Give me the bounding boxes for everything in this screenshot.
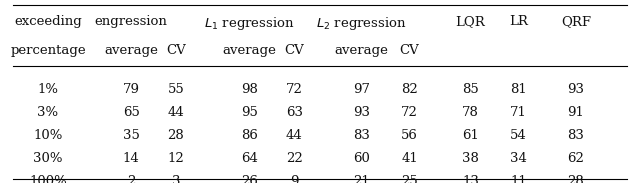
Text: 44: 44 [286,129,303,142]
Text: 72: 72 [401,106,418,119]
Text: 86: 86 [241,129,258,142]
Text: 55: 55 [168,83,184,96]
Text: 78: 78 [462,106,479,119]
Text: 3%: 3% [37,106,59,119]
Text: 25: 25 [401,175,418,183]
Text: 85: 85 [462,83,479,96]
Text: 63: 63 [286,106,303,119]
Text: 72: 72 [286,83,303,96]
Text: exceeding: exceeding [14,15,82,28]
Text: $L_1$ regression: $L_1$ regression [204,15,295,32]
Text: 98: 98 [241,83,258,96]
Text: 26: 26 [241,175,258,183]
Text: 81: 81 [510,83,527,96]
Text: percentage: percentage [10,44,86,57]
Text: 2: 2 [127,175,136,183]
Text: 12: 12 [168,152,184,165]
Text: 34: 34 [510,152,527,165]
Text: 97: 97 [353,83,370,96]
Text: 93: 93 [568,83,584,96]
Text: 22: 22 [286,152,303,165]
Text: average: average [335,44,388,57]
Text: $L_2$ regression: $L_2$ regression [316,15,407,32]
Text: 56: 56 [401,129,418,142]
Text: 61: 61 [462,129,479,142]
Text: 79: 79 [123,83,140,96]
Text: 21: 21 [353,175,370,183]
Text: 62: 62 [568,152,584,165]
Text: 64: 64 [241,152,258,165]
Text: 11: 11 [510,175,527,183]
Text: 60: 60 [353,152,370,165]
Text: 54: 54 [510,129,527,142]
Text: 9: 9 [290,175,299,183]
Text: 83: 83 [568,129,584,142]
Text: 38: 38 [462,152,479,165]
Text: 44: 44 [168,106,184,119]
Text: CV: CV [285,44,304,57]
Text: 3: 3 [172,175,180,183]
Text: 82: 82 [401,83,418,96]
Text: CV: CV [166,44,186,57]
Text: 13: 13 [462,175,479,183]
Text: 71: 71 [510,106,527,119]
Text: average: average [223,44,276,57]
Text: engression: engression [95,15,168,28]
Text: 14: 14 [123,152,140,165]
Text: 83: 83 [353,129,370,142]
Text: LQR: LQR [456,15,485,28]
Text: 10%: 10% [33,129,63,142]
Text: 30%: 30% [33,152,63,165]
Text: 28: 28 [568,175,584,183]
Text: QRF: QRF [561,15,591,28]
Text: 1%: 1% [38,83,58,96]
Text: average: average [104,44,158,57]
Text: 91: 91 [568,106,584,119]
Text: CV: CV [400,44,419,57]
Text: LR: LR [509,15,528,28]
Text: 100%: 100% [29,175,67,183]
Text: 95: 95 [241,106,258,119]
Text: 41: 41 [401,152,418,165]
Text: 93: 93 [353,106,370,119]
Text: 28: 28 [168,129,184,142]
Text: 65: 65 [123,106,140,119]
Text: 35: 35 [123,129,140,142]
